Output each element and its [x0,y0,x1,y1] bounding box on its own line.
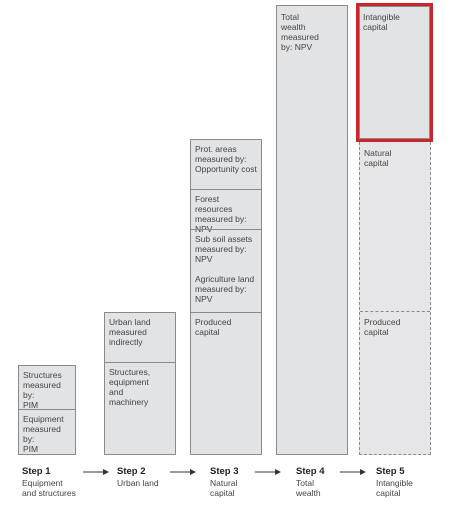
step3-prot-areas-box: Prot. areas measured by: Opportunity cos… [195,144,257,174]
step3-column: Prot. areas measured by: Opportunity cos… [190,139,262,455]
arrow-right-icon [170,469,196,475]
arrow-right-icon [255,469,281,475]
step-title: Step 3 [210,466,239,477]
step3-divider-1 [191,189,261,190]
step-label-2: Step 2 Urban land [117,466,187,488]
step-title: Step 5 [376,466,405,477]
step1-equipment-box: Equipment measured by: PIM [23,414,64,454]
step1-divider [19,409,75,410]
step2-structures-equipment-box: Structures, equipment and machinery [109,367,151,407]
step2-column: Urban land measured indirectly Structure… [104,312,176,455]
step1-structures-box: Structures measured by: PIM [23,370,62,410]
step-description: Intangible capital [376,478,413,498]
arrow-right-icon [340,469,366,475]
arrow-right-icon [83,469,109,475]
step-label-4: Step 4 Total wealth [296,466,366,498]
step-description: Equipment and structures [22,478,76,498]
step-title: Step 2 [117,466,146,477]
step-title: Step 4 [296,466,325,477]
step-label-3: Step 3 Natural capital [210,466,280,498]
step4-total-wealth-box: Total wealth measured by: NPV [281,12,319,52]
step5-produced-box: Produced capital [364,317,401,337]
step2-divider [105,362,175,363]
step3-divider-2 [191,229,261,230]
step5-lower-column: Natural capital Produced capital [359,142,431,455]
step-description: Urban land [117,478,159,488]
step-title: Step 1 [22,466,51,477]
step5-divider [360,311,430,312]
step-description: Natural capital [210,478,238,498]
step-description: Total wealth [296,478,321,498]
step5-natural-box: Natural capital [364,148,392,168]
step-label-1: Step 1 Equipment and structures [22,466,92,498]
step3-produced-box: Produced capital [195,317,232,337]
step5-intangible-label: Intangible capital [363,12,400,32]
step3-subsoil-box: Sub soil assets measured by: NPV [195,234,253,264]
step5-intangible-box: Intangible capital [356,3,433,142]
step3-divider-3 [191,312,261,313]
step-label-5: Step 5 Intangible capital [376,466,446,498]
step2-urban-land-box: Urban land measured indirectly [109,317,151,347]
step4-column: Total wealth measured by: NPV [276,5,348,455]
step3-agriculture-box: Agriculture land measured by: NPV [195,274,255,304]
step1-column: Structures measured by: PIM Equipment me… [18,365,76,455]
